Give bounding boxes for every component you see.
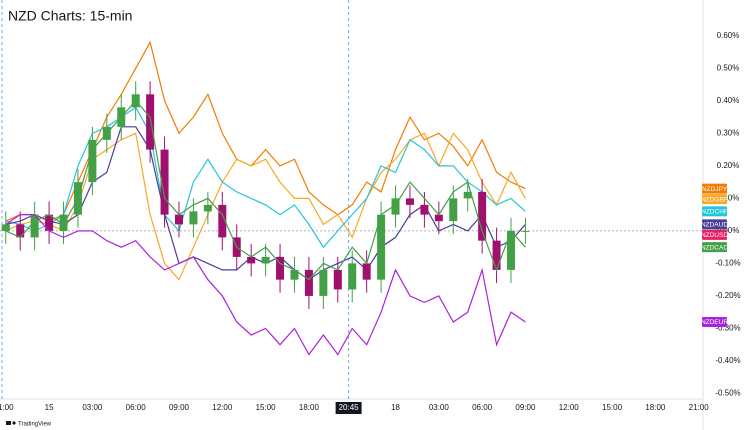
series-tag-box bbox=[702, 316, 727, 327]
y-tick-label: -0.20% bbox=[715, 291, 740, 300]
candle-body bbox=[362, 263, 371, 280]
watermark-logo bbox=[6, 421, 11, 425]
y-tick-label: 0.10% bbox=[717, 193, 740, 202]
candle-body bbox=[449, 198, 458, 222]
candle-body bbox=[304, 269, 313, 296]
candle-body bbox=[348, 263, 357, 290]
candle-body bbox=[160, 149, 169, 215]
candle-body bbox=[45, 214, 54, 231]
candle-body bbox=[88, 139, 97, 183]
legend-label: NZDCAD bbox=[701, 244, 728, 251]
candle-body bbox=[377, 214, 386, 280]
candle-body bbox=[478, 191, 487, 241]
x-tick-label: 09:00 bbox=[169, 403, 190, 412]
legend-label: NZDCHF bbox=[701, 209, 728, 216]
candle-body bbox=[218, 204, 227, 238]
x-tick-label: 18 bbox=[391, 403, 400, 412]
candle-body bbox=[261, 256, 270, 264]
series-line bbox=[5, 99, 526, 281]
x-tick-label: 03:00 bbox=[429, 403, 450, 412]
x-tick-label: 03:00 bbox=[82, 403, 103, 412]
x-tick-label: 15:00 bbox=[256, 403, 277, 412]
legend-label: NZDGBP bbox=[701, 196, 728, 203]
candle-body bbox=[492, 240, 501, 270]
series-tag-box bbox=[702, 194, 727, 205]
legend-label: NZDUSD bbox=[701, 232, 728, 239]
x-tick-label: 15 bbox=[45, 403, 54, 412]
x-tick-label: 06:00 bbox=[472, 403, 493, 412]
crosshair-label-box bbox=[335, 402, 362, 414]
candle-body bbox=[420, 204, 429, 215]
candle-body bbox=[174, 214, 183, 225]
series-tag-box bbox=[702, 229, 727, 240]
plot-area bbox=[0, 0, 703, 399]
y-tick-label: -0.30% bbox=[715, 324, 740, 333]
watermark-text: TradingView bbox=[18, 422, 52, 428]
series-tag-box bbox=[702, 242, 727, 253]
x-tick-label: 06:00 bbox=[126, 403, 147, 412]
y-tick-label: 0.30% bbox=[717, 128, 740, 137]
candle-body bbox=[463, 191, 472, 199]
x-tick-label: 12:00 bbox=[212, 403, 233, 412]
y-tick-label: -0.10% bbox=[715, 259, 740, 268]
candle-body bbox=[521, 230, 530, 232]
x-tick-label: 18:00 bbox=[299, 403, 320, 412]
candle-body bbox=[59, 214, 68, 231]
legend-label: NZDJPY bbox=[702, 186, 728, 193]
y-tick-label: 0.60% bbox=[717, 31, 740, 40]
y-tick-label: -0.40% bbox=[715, 356, 740, 365]
watermark-logo-dot bbox=[12, 421, 16, 425]
x-tick-label: 15:00 bbox=[602, 403, 623, 412]
candle-body bbox=[30, 214, 39, 238]
x-tick-label: 12:00 bbox=[559, 403, 580, 412]
candle-body bbox=[507, 230, 516, 270]
y-tick-label: 0.00% bbox=[717, 226, 740, 235]
y-tick-label: 0.40% bbox=[717, 96, 740, 105]
legend-label: NZDAUD bbox=[701, 222, 728, 229]
candle-body bbox=[16, 224, 25, 238]
series-tag-box bbox=[702, 219, 727, 230]
candle-body bbox=[1, 224, 10, 231]
x-tick-label: 18:00 bbox=[645, 403, 666, 412]
candle-body bbox=[391, 198, 400, 215]
x-tick-label: 09:00 bbox=[515, 403, 536, 412]
series-tag-box bbox=[702, 206, 727, 217]
chart-title: NZD Charts: 15-min bbox=[8, 8, 132, 24]
candle-body bbox=[247, 256, 256, 264]
candle-body bbox=[405, 198, 414, 205]
candle-body bbox=[276, 256, 285, 280]
x-tick-label: 1:00 bbox=[0, 403, 14, 412]
watermark: TradingView bbox=[6, 421, 52, 428]
candle-body bbox=[290, 269, 299, 280]
y-tick-label: 0.50% bbox=[717, 63, 740, 72]
y-tick-label: 0.20% bbox=[717, 161, 740, 170]
legend-label: NZDEUR bbox=[701, 319, 728, 326]
candle-body bbox=[319, 269, 328, 296]
candle-body bbox=[189, 211, 198, 225]
candle-body bbox=[203, 204, 212, 212]
y-tick-label: -0.50% bbox=[715, 389, 740, 398]
candle-body bbox=[146, 94, 155, 150]
candle-body bbox=[333, 269, 342, 290]
crosshair-label: 20:45 bbox=[339, 403, 360, 412]
series-tag-box bbox=[702, 183, 727, 194]
candle-body bbox=[434, 214, 443, 222]
series-line bbox=[5, 214, 526, 356]
x-tick-label: 21:00 bbox=[689, 403, 710, 412]
